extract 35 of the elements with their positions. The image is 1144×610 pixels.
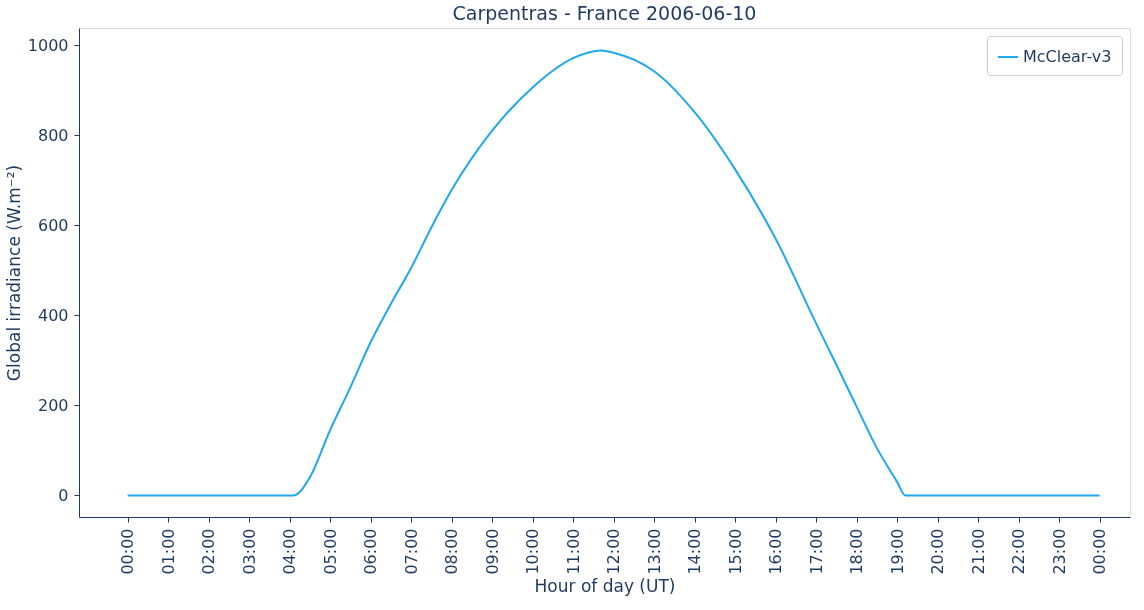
x-tick-label: 05:00 xyxy=(320,528,340,575)
x-tick-label: 00:00 xyxy=(118,528,138,575)
x-tick-label: 15:00 xyxy=(725,528,745,575)
x-tick-label: 17:00 xyxy=(806,528,826,575)
x-tick-label: 20:00 xyxy=(928,528,948,575)
chart-title: Carpentras - France 2006-06-10 xyxy=(452,2,757,24)
y-tick-label: 400 xyxy=(37,305,69,325)
x-tick-label: 03:00 xyxy=(239,528,259,575)
x-tick-label: 19:00 xyxy=(887,528,907,575)
x-tick-label: 08:00 xyxy=(442,528,462,575)
x-tick-label: 02:00 xyxy=(199,528,219,575)
x-tick-label: 07:00 xyxy=(401,528,421,575)
x-tick-label: 04:00 xyxy=(280,528,300,575)
x-tick-label: 06:00 xyxy=(361,528,381,575)
x-tick-label: 11:00 xyxy=(563,528,583,575)
x-tick-label: 22:00 xyxy=(1009,528,1029,575)
x-tick-label: 23:00 xyxy=(1049,528,1069,575)
y-tick-label: 200 xyxy=(37,395,69,415)
y-tick-label: 0 xyxy=(58,485,69,505)
y-tick-label: 800 xyxy=(37,125,69,145)
y-tick-label: 1000 xyxy=(27,35,69,55)
x-tick-label: 01:00 xyxy=(158,528,178,575)
x-tick-label: 12:00 xyxy=(604,528,624,575)
x-axis-title: Hour of day (UT) xyxy=(534,575,676,596)
x-tick-label: 10:00 xyxy=(523,528,543,575)
y-tick-label: 600 xyxy=(37,215,69,235)
x-tick-label: 09:00 xyxy=(482,528,502,575)
x-tick-label: 13:00 xyxy=(644,528,664,575)
y-axis-title: Global irradiance (W.m⁻²) xyxy=(3,164,24,382)
x-tick-label: 18:00 xyxy=(847,528,867,575)
x-tick-label: 16:00 xyxy=(766,528,786,575)
legend-label: McClear-v3 xyxy=(1023,47,1112,66)
x-tick-label: 00:00 xyxy=(1090,528,1110,575)
x-tick-label: 21:00 xyxy=(968,528,988,575)
x-tick-label: 14:00 xyxy=(685,528,705,575)
